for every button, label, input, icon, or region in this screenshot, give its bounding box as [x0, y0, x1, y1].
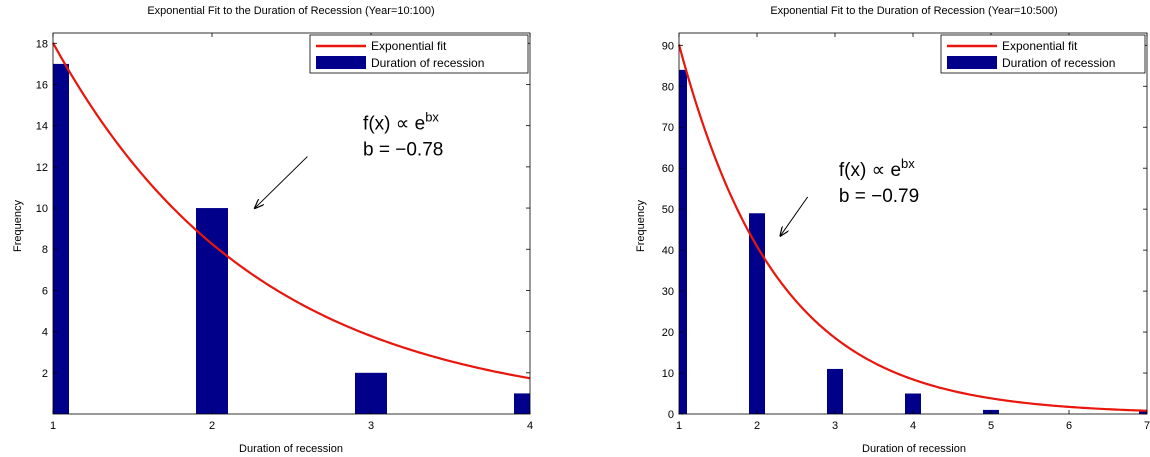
x-axis-label: Duration of recession — [862, 443, 966, 455]
bar — [749, 213, 765, 414]
x-tick-label: 2 — [754, 420, 760, 432]
y-tick-label: 90 — [662, 40, 674, 52]
x-tick-label: 3 — [368, 420, 374, 432]
bar — [514, 393, 530, 414]
annotation: f(x) ∝ ebx b = −0.78 — [255, 110, 443, 208]
bar — [905, 393, 921, 414]
fit-line — [52, 42, 531, 380]
legend-bar-swatch — [316, 56, 366, 69]
legend-bar-label: Duration of recession — [371, 56, 484, 70]
y-axis-label: Frequency — [12, 200, 24, 252]
annotation-formula: f(x) ∝ ebx — [839, 156, 915, 181]
y-tick-label: 60 — [662, 163, 674, 175]
bar — [355, 372, 387, 414]
y-tick-label: 10 — [662, 368, 674, 380]
bar — [679, 69, 687, 414]
legend-fit-label: Exponential fit — [1002, 39, 1078, 53]
y-tick-label: 30 — [662, 286, 674, 298]
annotation-b-value: b = −0.78 — [363, 140, 443, 161]
bar — [827, 368, 843, 414]
annotation-formula-base: f(x) ∝ e — [839, 160, 901, 181]
legend-fit-label: Exponential fit — [371, 39, 447, 53]
y-tick-label: 40 — [662, 245, 674, 257]
axes-frame — [52, 32, 531, 415]
x-tick-label: 4 — [527, 420, 533, 432]
annotation-b-value: b = −0.79 — [839, 186, 919, 207]
x-tick-label: 1 — [676, 420, 682, 432]
y-tick-label: 4 — [42, 327, 48, 339]
annotation: f(x) ∝ ebx b = −0.79 — [780, 156, 919, 236]
y-tick-label: 10 — [36, 203, 48, 215]
annotation-formula: f(x) ∝ ebx — [363, 110, 439, 135]
annotation-formula-exponent: bx — [901, 156, 915, 171]
y-tick-label: 20 — [662, 327, 674, 339]
legend: Exponential fit Duration of recession — [940, 34, 1146, 74]
y-tick-label: 14 — [36, 121, 48, 133]
legend-bar-swatch — [947, 56, 997, 69]
x-axis-label: Duration of recession — [239, 443, 343, 455]
bar — [196, 208, 228, 414]
annotation-formula-exponent: bx — [425, 110, 439, 125]
chart-right: Exponential Fit to the Duration of Reces… — [635, 5, 1150, 455]
chart-title: Exponential Fit to the Duration of Reces… — [770, 5, 1057, 17]
x-tick-label: 6 — [1066, 420, 1072, 432]
x-tick-label: 4 — [910, 420, 916, 432]
x-tick-label: 1 — [50, 420, 56, 432]
bar — [1139, 409, 1147, 414]
bar — [53, 63, 69, 414]
y-axis-label: Frequency — [635, 200, 647, 252]
chart-title: Exponential Fit to the Duration of Reces… — [147, 5, 434, 17]
x-tick-label: 2 — [209, 420, 215, 432]
legend: Exponential fit Duration of recession — [309, 34, 529, 74]
y-tick-label: 50 — [662, 204, 674, 216]
annotation-formula-base: f(x) ∝ e — [363, 114, 425, 135]
y-tick-label: 12 — [36, 162, 48, 174]
y-tick-label: 6 — [42, 285, 48, 297]
legend-bar-label: Duration of recession — [1002, 56, 1115, 70]
y-tick-label: 80 — [662, 81, 674, 93]
y-tick-label: 18 — [36, 38, 48, 50]
x-tick-label: 3 — [832, 420, 838, 432]
y-tick-label: 16 — [36, 79, 48, 91]
x-tick-label: 7 — [1144, 420, 1150, 432]
annotation-arrow — [255, 156, 308, 208]
y-tick-label: 8 — [42, 244, 48, 256]
fit-line — [677, 44, 1148, 412]
chart-left: Exponential Fit to the Duration of Reces… — [12, 5, 533, 455]
annotation-arrow — [780, 196, 809, 236]
y-tick-label: 0 — [668, 409, 674, 421]
y-tick-label: 2 — [42, 368, 48, 380]
y-tick-label: 70 — [662, 122, 674, 134]
x-tick-label: 5 — [988, 420, 994, 432]
